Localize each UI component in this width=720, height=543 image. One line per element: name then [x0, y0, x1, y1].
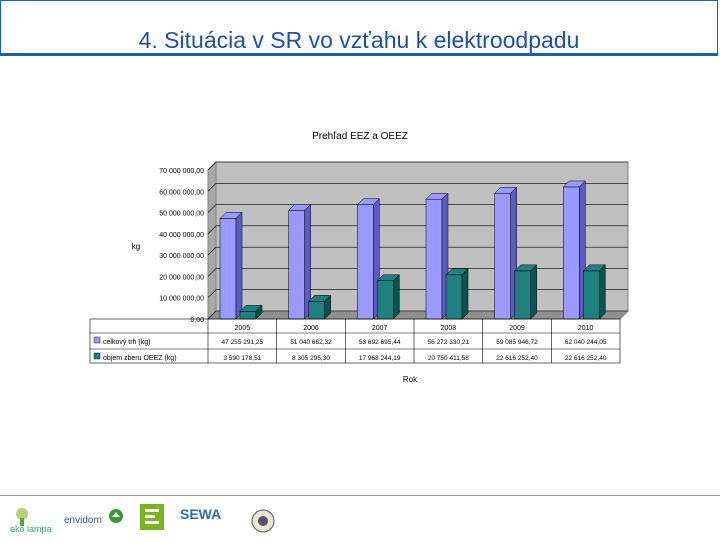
data-table — [89, 318, 621, 364]
plot-side-wall — [207, 160, 217, 321]
x-tick-label: 2010 — [578, 325, 594, 332]
legend-label: celkový trh (kg) — [103, 339, 150, 346]
legend-swatch — [93, 352, 101, 360]
data-label: 3 590 178,51 — [223, 355, 261, 362]
data-label: 20 750 411,58 — [428, 355, 469, 362]
data-label: 51 040 662,32 — [290, 339, 332, 346]
data-label: 22 616 252,40 — [565, 355, 607, 362]
sewa-label: SEWA — [180, 506, 222, 522]
slide-title: 4. Situácia v SR vo vzťahu k elektroodpa… — [138, 27, 580, 53]
ekolamp-icon — [16, 508, 28, 526]
bar-series1 — [357, 204, 374, 320]
x-tick-label: 2008 — [441, 325, 457, 332]
y-tick-label: 40 000 000,00 — [159, 232, 204, 239]
bar-series2-side — [599, 264, 606, 320]
y-tick-label: 50 000 000,00 — [159, 211, 204, 218]
data-label: 53 692 695,44 — [359, 339, 401, 346]
x-tick-label: 2005 — [235, 325, 251, 332]
y-tick-label: 60 000 000,00 — [159, 189, 204, 196]
bar-series1 — [425, 198, 443, 320]
x-tick-label: 2006 — [303, 325, 319, 332]
envidom-label: envidom — [64, 515, 102, 526]
x-tick-label: 2009 — [509, 325, 525, 332]
gridline-side — [207, 204, 217, 213]
x-axis-label: Rok — [403, 375, 418, 384]
footer: eko lampa envidom SEWA — [0, 495, 720, 541]
bar-series2 — [239, 311, 257, 320]
bar-series2 — [583, 270, 600, 320]
bar-series2-side — [530, 264, 537, 320]
data-label: 59 085 946,72 — [496, 339, 538, 346]
bar-series1 — [219, 218, 237, 320]
plot-back-wall — [215, 161, 629, 312]
ekolamp-emblem — [140, 504, 164, 536]
emblem-logo — [250, 508, 276, 534]
bar-series2 — [445, 274, 463, 320]
y-tick-label: 0,00 — [190, 317, 204, 324]
y-tick-label: 20 000 000,00 — [159, 274, 204, 281]
data-label: 47 255 291,25 — [222, 339, 264, 346]
bar-series2-side — [324, 294, 331, 320]
bar-series1 — [563, 186, 580, 320]
recycle-icon — [109, 509, 123, 523]
bar-series1 — [288, 210, 305, 320]
e-logo-icon — [140, 504, 164, 530]
chart-title: Prehľad EEZ a OEEZ — [312, 131, 408, 142]
x-tick-label: 2007 — [372, 325, 388, 332]
sewa-emblem-icon — [251, 509, 275, 533]
ekolampa-label: eko lampa — [10, 524, 52, 534]
bar-series2 — [308, 301, 325, 320]
sewa-logo: SEWA — [180, 506, 240, 534]
data-label: 56 272 330,21 — [428, 339, 470, 346]
y-axis-label: kg — [132, 242, 140, 251]
bar-series2 — [377, 280, 394, 320]
data-label: 8 305 295,30 — [292, 355, 330, 362]
bar-series2-side — [461, 268, 469, 320]
chart: Prehľad EEZ a OEEZ 70 000 000,00 60 000 00… — [89, 131, 630, 384]
bar-series1-side — [235, 211, 243, 320]
gridline-side — [207, 289, 217, 298]
y-tick-label: 70 000 000,00 — [159, 168, 204, 175]
gridline-side — [207, 161, 217, 171]
bar-series1 — [494, 192, 511, 320]
gridline-side — [207, 246, 217, 256]
gridline-side — [207, 310, 217, 320]
gridline-side — [207, 225, 217, 235]
legend-label: objem zberu OEEZ (kg) — [103, 355, 177, 362]
legend-swatch — [93, 336, 101, 344]
data-label: 62 040 244,05 — [565, 339, 607, 346]
data-label: 22 616 252,40 — [496, 355, 538, 362]
bar-series2 — [514, 270, 531, 320]
y-tick-label: 10 000 000,00 — [159, 296, 204, 303]
envidom-logo: envidom — [64, 509, 128, 534]
bar-series2-side — [255, 304, 263, 320]
gridline-side — [207, 268, 217, 277]
title-bar: 4. Situácia v SR vo vzťahu k elektroodpa… — [0, 0, 718, 56]
bar-series2-side — [393, 274, 400, 320]
data-label: 17 968 244,19 — [359, 355, 401, 362]
y-tick-label: 30 000 000,00 — [159, 253, 204, 260]
ekolampa-logo: eko lampa — [8, 504, 54, 538]
gridline-side — [207, 183, 217, 192]
